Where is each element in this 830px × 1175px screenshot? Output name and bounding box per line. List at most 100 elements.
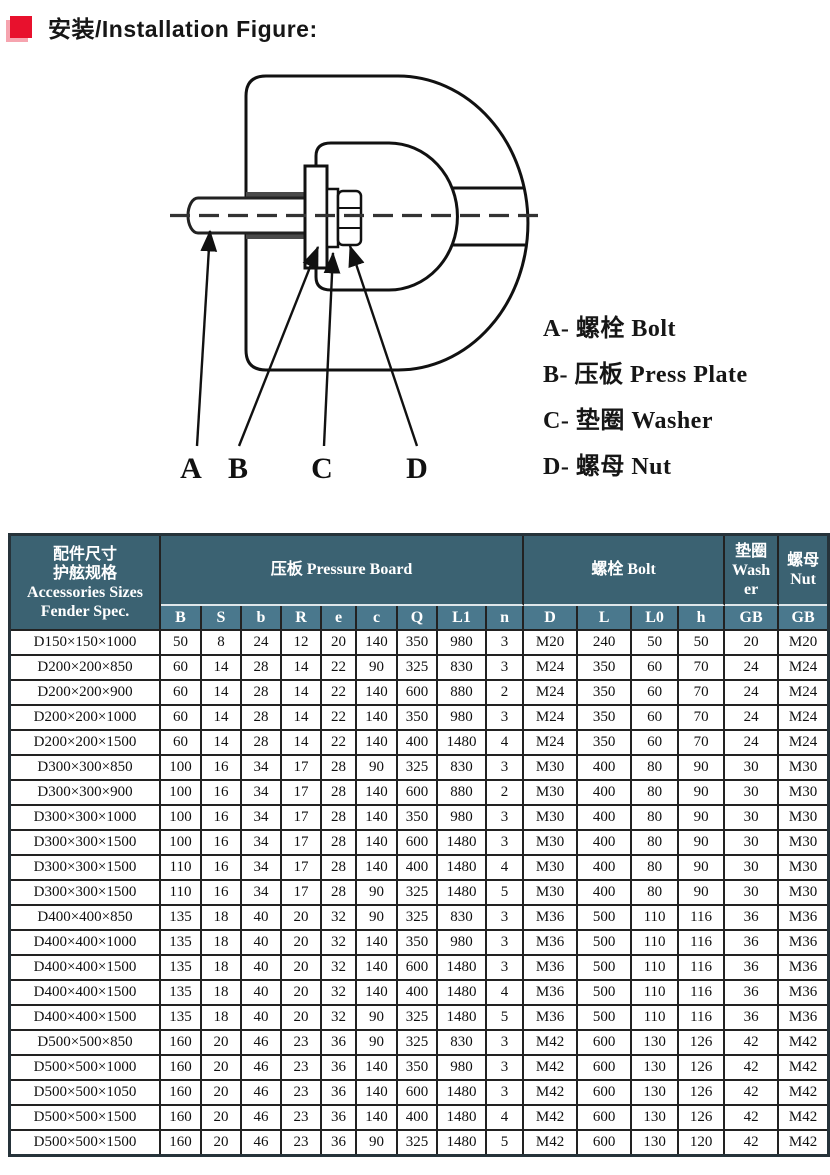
value-cell: 80: [632, 856, 680, 881]
value-cell: M42: [779, 1056, 828, 1081]
value-cell: 110: [632, 906, 680, 931]
value-cell: 16: [202, 806, 242, 831]
value-cell: 17: [282, 881, 322, 906]
value-cell: 60: [161, 731, 202, 756]
value-cell: M30: [779, 781, 828, 806]
value-cell: M42: [524, 1131, 579, 1154]
page-header: 安装/Installation Figure:: [10, 10, 318, 44]
sub-col-R: R: [282, 606, 322, 631]
value-cell: 1480: [438, 956, 487, 981]
value-cell: 600: [578, 1081, 633, 1106]
sub-col-S: S: [202, 606, 242, 631]
value-cell: M36: [524, 956, 579, 981]
value-cell: 350: [578, 656, 633, 681]
sub-col-L: L: [578, 606, 633, 631]
value-cell: M42: [524, 1056, 579, 1081]
value-cell: 400: [578, 756, 633, 781]
value-cell: 140: [357, 681, 398, 706]
nut-header-line: 螺母: [787, 552, 820, 569]
value-cell: 90: [679, 806, 726, 831]
value-cell: M42: [779, 1131, 828, 1154]
value-cell: M24: [524, 656, 579, 681]
legend-washer: C- 垫圈 Washer: [543, 408, 713, 434]
value-cell: 600: [398, 1081, 438, 1106]
fender-spec-cell: D400×400×1500: [11, 981, 161, 1006]
value-cell: 100: [161, 831, 202, 856]
value-cell: 400: [578, 831, 633, 856]
value-cell: 40: [242, 956, 282, 981]
value-cell: 600: [398, 681, 438, 706]
arrow-c: [322, 251, 341, 447]
value-cell: M30: [524, 806, 579, 831]
value-cell: 36: [725, 1006, 780, 1031]
table-row: D200×200×900 60 14 28 14 22 140 600 880 2 M24 350 60…: [11, 681, 828, 706]
fender-spec-cell: D200×200×1000: [11, 706, 161, 731]
fender-spec-cell: D400×400×1000: [11, 931, 161, 956]
value-cell: 24: [725, 681, 780, 706]
value-cell: 20: [202, 1056, 242, 1081]
value-cell: 1480: [438, 831, 487, 856]
value-cell: 90: [357, 1031, 398, 1056]
value-cell: M36: [779, 956, 828, 981]
value-cell: 40: [242, 1006, 282, 1031]
sub-col-L0: L0: [632, 606, 680, 631]
value-cell: 90: [357, 756, 398, 781]
value-cell: 400: [398, 856, 438, 881]
value-cell: 830: [438, 1031, 487, 1056]
value-cell: 14: [282, 681, 322, 706]
fender-spec-cell: D500×500×1500: [11, 1131, 161, 1154]
value-cell: 28: [242, 656, 282, 681]
value-cell: 5: [487, 881, 525, 906]
value-cell: 28: [242, 681, 282, 706]
value-cell: 14: [282, 656, 322, 681]
table-row: D300×300×1500 110 16 34 17 28 90 325 1480 5 M30 400…: [11, 881, 828, 906]
table-row: D300×300×900 100 16 34 17 28 140 600 880 2 M30 400 8…: [11, 781, 828, 806]
value-cell: 350: [398, 806, 438, 831]
value-cell: 32: [322, 906, 357, 931]
value-cell: 500: [578, 906, 633, 931]
fender-spec-cell: D300×300×1500: [11, 831, 161, 856]
value-cell: 400: [578, 781, 633, 806]
accessories-size-table: 配件尺寸 护舷规格 Accessories Sizes Fender Spec.…: [8, 533, 830, 1157]
value-cell: 110: [161, 856, 202, 881]
value-cell: 90: [679, 756, 726, 781]
value-cell: 980: [438, 631, 487, 656]
value-cell: 140: [357, 931, 398, 956]
value-cell: 20: [282, 956, 322, 981]
value-cell: 100: [161, 781, 202, 806]
sub-col-c: c: [357, 606, 398, 631]
value-cell: 140: [357, 1081, 398, 1106]
value-cell: 3: [487, 1031, 525, 1056]
value-cell: 4: [487, 1106, 525, 1131]
value-cell: 16: [202, 856, 242, 881]
value-cell: 28: [322, 831, 357, 856]
value-cell: 32: [322, 1006, 357, 1031]
value-cell: 980: [438, 1056, 487, 1081]
value-cell: 116: [679, 981, 726, 1006]
value-cell: M30: [779, 831, 828, 856]
value-cell: M30: [779, 756, 828, 781]
value-cell: 36: [322, 1056, 357, 1081]
value-cell: 110: [632, 981, 680, 1006]
value-cell: 325: [398, 1031, 438, 1056]
col-header-washer: 垫圈 Wash er: [725, 536, 780, 606]
value-cell: 90: [357, 1131, 398, 1154]
value-cell: 130: [632, 1081, 680, 1106]
value-cell: 350: [578, 706, 633, 731]
value-cell: 30: [725, 831, 780, 856]
value-cell: 80: [632, 831, 680, 856]
value-cell: 500: [578, 1006, 633, 1031]
value-cell: 60: [632, 731, 680, 756]
value-cell: 16: [202, 781, 242, 806]
value-cell: 400: [578, 806, 633, 831]
value-cell: 80: [632, 781, 680, 806]
sub-col-e: e: [322, 606, 357, 631]
value-cell: 400: [398, 731, 438, 756]
value-cell: 1480: [438, 1006, 487, 1031]
table-row: D400×400×1500 135 18 40 20 32 140 600 1480 3 M36 50…: [11, 956, 828, 981]
value-cell: 600: [578, 1031, 633, 1056]
nut: [336, 189, 363, 247]
value-cell: 60: [632, 656, 680, 681]
value-cell: 36: [322, 1131, 357, 1154]
value-cell: 42: [725, 1131, 780, 1154]
